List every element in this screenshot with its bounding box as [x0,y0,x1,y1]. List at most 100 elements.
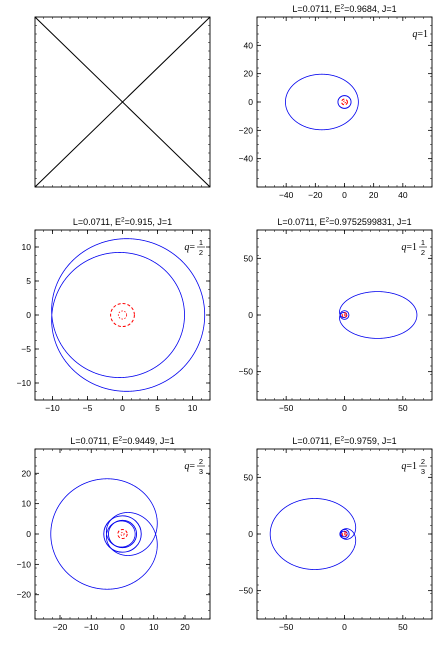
q-variable: q [401,461,406,472]
q-denominator: 3 [421,467,425,476]
x-tick-label: 0 [342,622,347,632]
horizon-circle [117,528,128,540]
x-tick-label: 10 [149,622,159,632]
panel-title: L=0.0711, E2=0.9449, J=1 [70,436,174,447]
q-numerator: 2 [421,457,425,466]
panel-1 [34,16,211,188]
plot-area [51,238,206,392]
x-tick-label: 50 [398,403,408,413]
x-tick-label: 50 [398,622,408,632]
x-tick-label: 5 [155,403,160,413]
inner-orbit-circle [339,310,350,320]
x-tick-label: 40 [398,190,408,200]
x-tick-label: −10 [45,403,60,413]
q-text: q=1 [412,29,428,40]
y-tick-label: −20 [239,125,254,135]
inner-horizon-circle [343,100,346,104]
orbit-path [285,73,359,131]
y-tick-label: −50 [239,586,254,596]
y-tick-label: 50 [244,472,254,482]
panel-title: L=0.0711, E2=0.915, J=1 [73,217,172,228]
inner-orbit-circle [107,519,138,549]
plot-area [35,17,210,187]
y-tick-label: 20 [244,69,254,79]
q-equals: = [406,242,412,253]
q-text: q=1 [401,461,417,472]
diagonal-line [35,17,210,187]
plot-frame [34,448,211,620]
plot-area [50,478,158,590]
inner-horizon-circle [343,532,346,536]
x-tick-label: −40 [279,190,294,200]
x-tick-label: 20 [180,622,190,632]
inner-orbit-circle [339,529,350,539]
y-tick-label: −10 [17,559,32,569]
q-label: 23 q= [184,457,205,476]
q-whole: 1 [412,461,417,472]
q-text: q=1 [401,242,417,253]
q-denominator: 3 [199,467,203,476]
q-equals: = [189,461,195,472]
q-whole: 1 [412,242,417,253]
q-numerator: 1 [199,238,203,247]
q-label: q=1 [412,29,428,40]
horizon-circle [341,531,348,537]
plot-frame [256,448,433,620]
q-text: q= [184,461,195,472]
q-label: 23 q=1 [401,457,427,476]
panel-5: L=0.0711, E2=0.9449, J=1 −20 −10 0 10 20 −20 −1… [17,436,211,632]
x-tick-label: −50 [279,622,294,632]
y-tick-label: −5 [21,344,31,354]
q-variable: q [184,461,189,472]
q-variable: q [401,242,406,253]
x-tick-label: −10 [84,622,99,632]
inner-horizon-circle [117,310,128,320]
y-tick-label: −10 [17,378,32,388]
orbit-path [51,238,206,392]
inner-orbit-circle [103,515,142,553]
q-equals: = [406,461,412,472]
y-tick-label: 0 [248,310,253,320]
y-tick-label: 0 [26,529,31,539]
panel-3: L=0.0711, E2=0.915, J=1 −10 −5 0 5 10 −10 −5 0 5 1… [17,217,211,413]
y-tick-label: −50 [239,367,254,377]
x-tick-label: 20 [369,190,379,200]
inner-horizon-circle [343,313,346,317]
q-denominator: 2 [199,248,203,257]
horizon-circle [341,312,348,318]
panel-title: L=0.0711, E2=0.9684, J=1 [292,4,396,15]
panel-2: L=0.0711, E2=0.9684, J=1 −40 −20 0 20 40 −40 −2… [239,4,433,200]
q-label: 12q=1 [401,238,427,257]
y-tick-label: 20 [22,468,32,478]
inner-horizon-circle [120,532,125,536]
horizon-circle [341,98,348,106]
plot-frame [34,229,211,401]
y-tick-label: 50 [244,253,254,263]
plot-area [339,291,418,339]
x-tick-label: −20 [308,190,323,200]
y-tick-label: 0 [248,97,253,107]
orbit-path [339,291,418,339]
x-tick-label: 0 [342,403,347,413]
q-numerator: 1 [421,238,425,247]
q-denominator: 2 [421,248,425,257]
y-tick-label: −40 [239,154,254,164]
plot-area [285,73,359,131]
x-tick-label: 0 [342,190,347,200]
orbit-path [50,478,158,590]
plot-frame [256,229,433,401]
orbit-path [269,498,357,570]
panel-4: L=0.0711, E2=0.9752599831, J=1 −50 0 50 −50 0… [239,217,433,413]
x-tick-label: −20 [53,622,68,632]
y-tick-label: 0 [26,310,31,320]
x-tick-label: 10 [188,403,198,413]
x-tick-label: 0 [120,622,125,632]
plot-frame [256,16,433,188]
horizon-circle [110,302,135,328]
q-equals: = [189,242,195,253]
y-tick-label: 40 [244,40,254,50]
y-tick-label: −20 [17,590,32,600]
q-variable: q [184,242,189,253]
panel-title: L=0.0711, E2=0.9752599831, J=1 [277,217,411,228]
